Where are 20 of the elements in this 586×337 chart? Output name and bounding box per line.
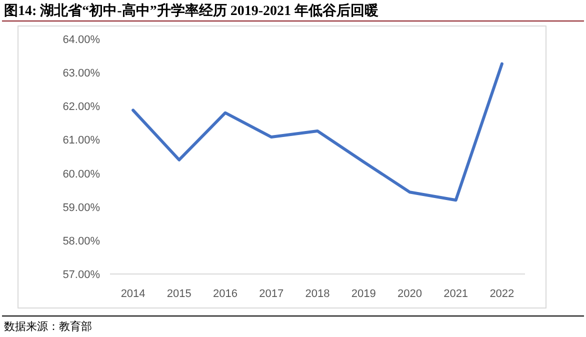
x-tick-label: 2021 <box>444 288 468 300</box>
x-tick-label: 2015 <box>166 288 192 300</box>
x-tick-label: 2020 <box>397 288 422 300</box>
x-tick-label: 2018 <box>305 288 330 300</box>
y-tick-label: 61.00% <box>62 134 100 147</box>
line-series <box>132 62 504 202</box>
y-tick-label: 63.00% <box>62 68 100 80</box>
x-tick-label: 2014 <box>120 288 146 300</box>
chart-title: 图14: 湖北省“初中-高中”升学率经历 2019-2021 年低谷后回暖 <box>4 2 378 19</box>
x-tick-label: 2022 <box>490 288 514 300</box>
x-tick-label: 2016 <box>213 288 238 300</box>
y-tick-label: 57.00% <box>62 269 100 281</box>
x-tick-label: 2019 <box>351 288 376 300</box>
x-tick-label: 2017 <box>259 288 284 300</box>
y-tick-label: 64.00% <box>62 34 100 46</box>
y-tick-label: 62.00% <box>62 101 100 114</box>
y-tick-label: 59.00% <box>62 202 100 214</box>
y-tick-label: 58.00% <box>62 235 100 248</box>
source-note: 数据来源：教育部 <box>4 320 92 333</box>
y-tick-label: 60.00% <box>62 168 100 180</box>
